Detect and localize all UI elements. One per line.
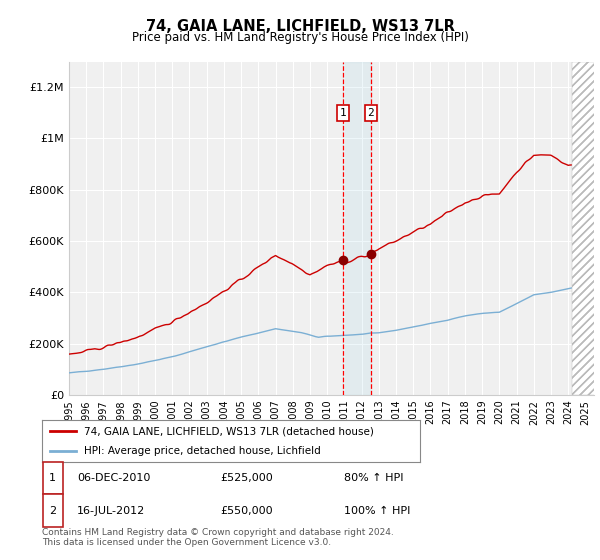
- Text: 74, GAIA LANE, LICHFIELD, WS13 7LR (detached house): 74, GAIA LANE, LICHFIELD, WS13 7LR (deta…: [83, 426, 373, 436]
- Text: 1: 1: [340, 108, 346, 118]
- Text: 06-DEC-2010: 06-DEC-2010: [77, 473, 151, 483]
- Text: 2: 2: [49, 506, 56, 516]
- Text: Contains HM Land Registry data © Crown copyright and database right 2024.
This d: Contains HM Land Registry data © Crown c…: [42, 528, 394, 547]
- Text: 100% ↑ HPI: 100% ↑ HPI: [344, 506, 411, 516]
- Text: 1: 1: [49, 473, 56, 483]
- Text: 80% ↑ HPI: 80% ↑ HPI: [344, 473, 404, 483]
- Bar: [572, 62, 600, 395]
- Text: £550,000: £550,000: [220, 506, 273, 516]
- Text: HPI: Average price, detached house, Lichfield: HPI: Average price, detached house, Lich…: [83, 446, 320, 456]
- Text: 16-JUL-2012: 16-JUL-2012: [77, 506, 145, 516]
- Text: 2: 2: [368, 108, 374, 118]
- Text: Price paid vs. HM Land Registry's House Price Index (HPI): Price paid vs. HM Land Registry's House …: [131, 31, 469, 44]
- Bar: [572, 62, 600, 395]
- FancyBboxPatch shape: [43, 461, 63, 494]
- Text: £525,000: £525,000: [220, 473, 273, 483]
- FancyBboxPatch shape: [43, 494, 63, 527]
- Text: 74, GAIA LANE, LICHFIELD, WS13 7LR: 74, GAIA LANE, LICHFIELD, WS13 7LR: [146, 19, 454, 34]
- Bar: [343, 62, 371, 395]
